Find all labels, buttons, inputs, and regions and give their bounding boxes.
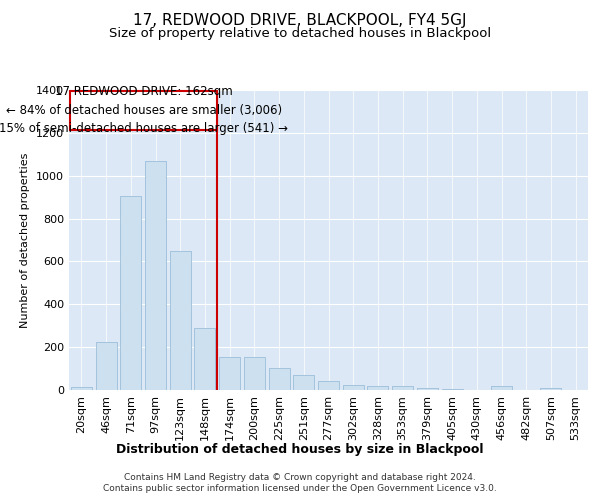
Bar — [293, 375, 314, 390]
Bar — [541, 388, 562, 390]
Bar — [318, 382, 339, 390]
Text: Contains HM Land Registry data © Crown copyright and database right 2024.: Contains HM Land Registry data © Crown c… — [124, 472, 476, 482]
Bar — [145, 160, 166, 390]
Text: Size of property relative to detached houses in Blackpool: Size of property relative to detached ho… — [109, 28, 491, 40]
Bar — [269, 368, 290, 390]
Y-axis label: Number of detached properties: Number of detached properties — [20, 152, 31, 328]
Bar — [120, 196, 141, 390]
Text: Contains public sector information licensed under the Open Government Licence v3: Contains public sector information licen… — [103, 484, 497, 493]
Bar — [219, 357, 240, 390]
Text: 17, REDWOOD DRIVE, BLACKPOOL, FY4 5GJ: 17, REDWOOD DRIVE, BLACKPOOL, FY4 5GJ — [133, 12, 467, 28]
Bar — [343, 384, 364, 390]
Text: 17 REDWOOD DRIVE: 162sqm
← 84% of detached houses are smaller (3,006)
15% of sem: 17 REDWOOD DRIVE: 162sqm ← 84% of detach… — [0, 86, 288, 136]
FancyBboxPatch shape — [70, 91, 217, 130]
Bar — [417, 388, 438, 390]
Bar — [170, 250, 191, 390]
Bar — [95, 342, 116, 390]
Bar — [71, 387, 92, 390]
Text: Distribution of detached houses by size in Blackpool: Distribution of detached houses by size … — [116, 442, 484, 456]
Bar — [491, 386, 512, 390]
Bar — [244, 357, 265, 390]
Bar — [392, 386, 413, 390]
Bar — [367, 386, 388, 390]
Bar — [194, 328, 215, 390]
